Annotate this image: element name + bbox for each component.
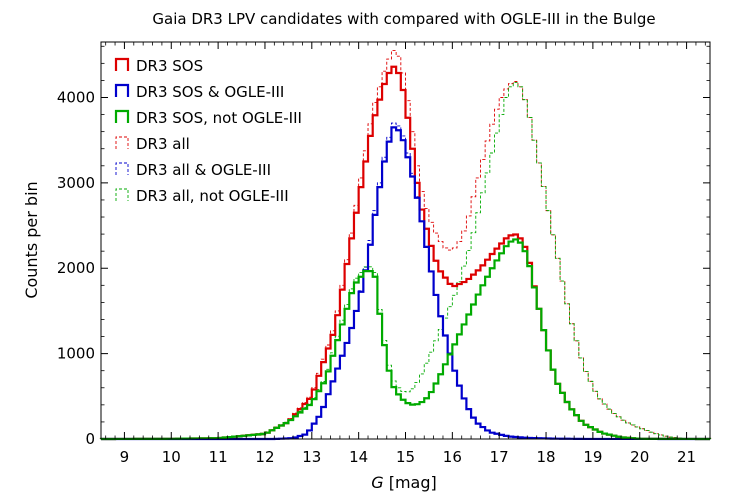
- y-tick-label: 4000: [57, 88, 95, 106]
- legend-item: DR3 SOS: [114, 57, 203, 75]
- x-axis-label-symbol: G: [371, 473, 383, 492]
- x-tick-label: 20: [630, 448, 649, 466]
- legend-label: DR3 all, not OGLE-III: [136, 187, 289, 205]
- x-tick-label: 10: [162, 448, 181, 466]
- y-axis-label: Counts per bin: [22, 181, 41, 298]
- x-tick-label: 9: [120, 448, 130, 466]
- legend-label: DR3 SOS, not OGLE-III: [136, 109, 302, 127]
- chart-title: Gaia DR3 LPV candidates with compared wi…: [152, 10, 655, 28]
- legend-label: DR3 SOS: [136, 57, 203, 75]
- legend-label: DR3 all: [136, 135, 190, 153]
- x-tick-label: 18: [536, 448, 555, 466]
- legend-swatch: [114, 83, 130, 97]
- x-tick-label: 19: [583, 448, 602, 466]
- x-tick-label: 13: [302, 448, 321, 466]
- axis-ticks: 9 10 11 12 13 14 15 16 17 18 19 20 21 0 1000 2000 3000 40…: [57, 42, 710, 466]
- x-tick-label: 17: [490, 448, 509, 466]
- x-tick-label: 11: [209, 448, 228, 466]
- legend-label: DR3 SOS & OGLE-III: [136, 83, 284, 101]
- legend-swatch: [115, 136, 129, 149]
- legend-swatch: [114, 57, 130, 71]
- legend-item: DR3 all & OGLE-III: [115, 161, 271, 179]
- x-axis-label-unit: [mag]: [384, 473, 437, 492]
- y-tick-label: 3000: [57, 174, 95, 192]
- legend-item: DR3 SOS, not OGLE-III: [114, 109, 302, 127]
- y-tick-label: 2000: [57, 259, 95, 277]
- x-tick-label: 12: [255, 448, 274, 466]
- series-dr3-sos-not-ogle-iii: [99, 238, 712, 441]
- x-tick-label: 14: [349, 448, 368, 466]
- x-tick-label: 16: [443, 448, 462, 466]
- y-tick-label: 1000: [57, 345, 95, 363]
- x-tick-label: 21: [677, 448, 696, 466]
- legend-item: DR3 SOS & OGLE-III: [114, 83, 284, 101]
- legend-item: DR3 all: [115, 135, 190, 153]
- series-dr3-all-not-ogle-iii: [100, 82, 711, 440]
- legend: DR3 SOS DR3 SOS & OGLE-III DR3 SOS, not OG…: [114, 57, 302, 205]
- x-axis-label: G [mag]: [371, 473, 437, 492]
- x-tick-label: 15: [396, 448, 415, 466]
- legend-label: DR3 all & OGLE-III: [136, 161, 271, 179]
- y-tick-label: 0: [85, 430, 95, 448]
- legend-item: DR3 all, not OGLE-III: [115, 187, 289, 205]
- legend-swatch: [115, 188, 129, 201]
- legend-swatch: [115, 162, 129, 175]
- legend-swatch: [114, 109, 130, 123]
